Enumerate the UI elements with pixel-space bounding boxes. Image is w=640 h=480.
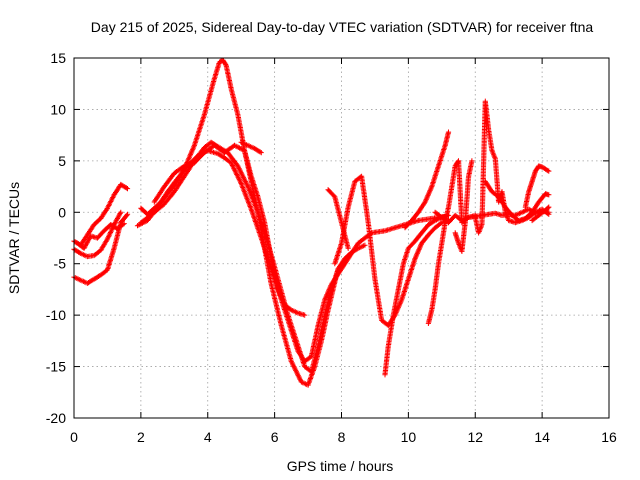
plot-area	[71, 57, 552, 388]
data-series	[138, 57, 341, 388]
data-series	[522, 163, 552, 210]
x-tick-label: 14	[534, 429, 550, 445]
data-series	[425, 158, 478, 326]
x-tick-label: 2	[137, 429, 145, 445]
data-series	[74, 221, 127, 251]
y-tick-label: -15	[46, 359, 66, 375]
data-point-markers	[522, 163, 552, 210]
data-point-markers	[482, 178, 552, 224]
data-point-markers	[138, 57, 341, 388]
data-point-markers	[151, 142, 308, 318]
data-point-markers	[74, 221, 127, 251]
data-series	[238, 139, 264, 156]
x-tick-label: 10	[401, 429, 417, 445]
x-tick-label: 6	[271, 429, 279, 445]
data-point-markers	[238, 139, 264, 156]
data-point-markers	[452, 158, 475, 254]
data-series	[529, 204, 552, 224]
data-series	[402, 129, 452, 231]
y-tick-label: 5	[58, 153, 66, 169]
y-tick-label: 10	[50, 101, 66, 117]
data-series	[482, 178, 552, 224]
y-tick-label: -5	[54, 256, 67, 272]
data-point-markers	[382, 212, 452, 378]
data-point-markers	[402, 129, 452, 231]
x-tick-label: 12	[467, 429, 483, 445]
x-axis-label: GPS time / hours	[287, 458, 394, 474]
axis-ticks: 0 2 4 6 8 10 12 14 16 -20 -15 -10 -5 0 5 10 15	[46, 50, 617, 445]
data-series	[382, 212, 452, 378]
y-tick-label: -10	[46, 307, 66, 323]
x-tick-label: 16	[601, 429, 617, 445]
y-tick-label: 0	[58, 204, 66, 220]
x-tick-label: 8	[338, 429, 346, 445]
x-tick-label: 0	[70, 429, 78, 445]
y-tick-label: 15	[50, 50, 66, 66]
x-tick-label: 4	[204, 429, 212, 445]
data-point-markers	[529, 204, 552, 224]
data-series	[151, 142, 308, 318]
chart-title: Day 215 of 2025, Sidereal Day-to-day VTE…	[91, 19, 594, 35]
y-tick-label: -20	[46, 410, 66, 426]
y-axis-label: SDTVAR / TECUs	[6, 182, 22, 294]
data-series	[452, 158, 475, 254]
data-point-markers	[425, 158, 478, 326]
